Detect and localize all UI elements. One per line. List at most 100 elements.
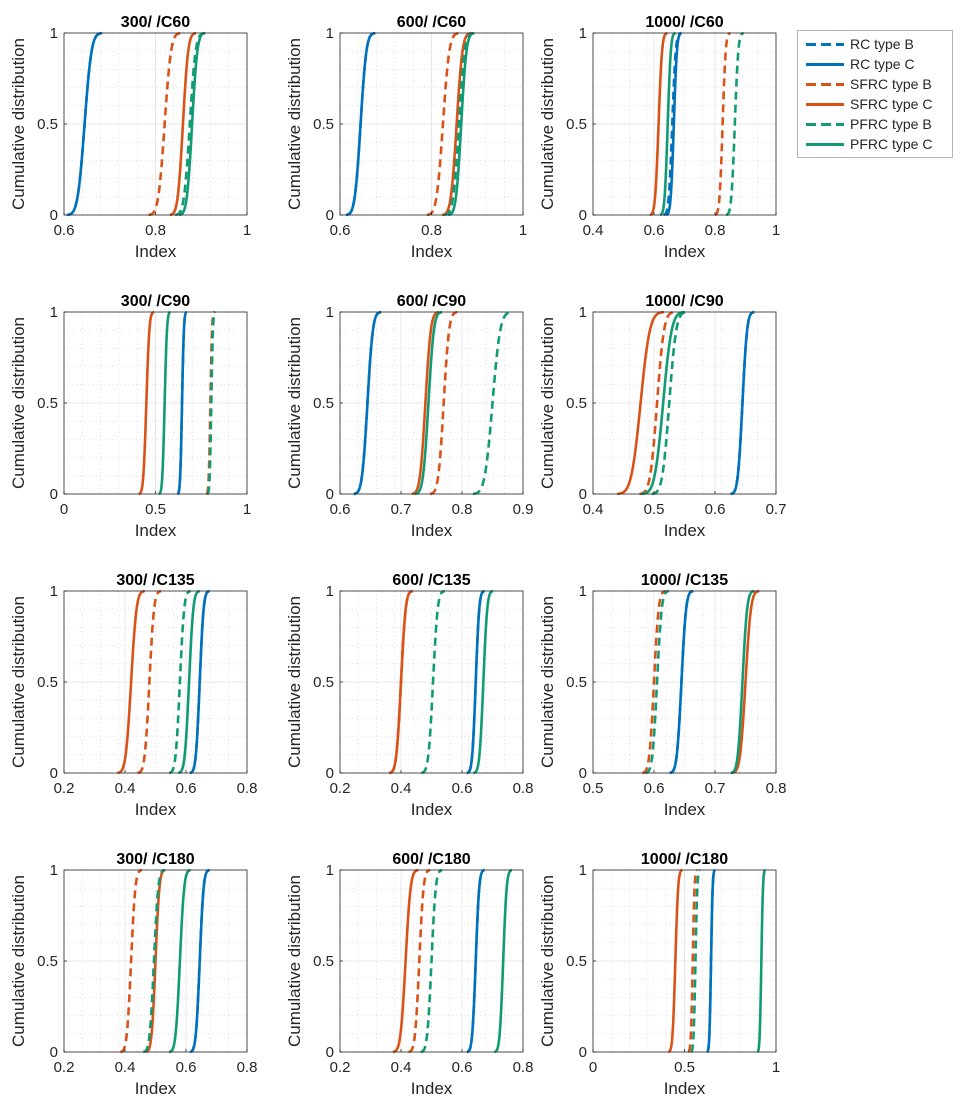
series-pfrc-type-c xyxy=(641,310,686,496)
panel-300-c180: 0.2 0.4 0.6 0.8 0 0.5 1 300/ /C180 Index Cumulati… xyxy=(9,851,257,1098)
y-tick-label: 0.5 xyxy=(313,395,334,412)
y-tick-label: 1 xyxy=(50,25,58,42)
series-sfrc-type-c xyxy=(441,31,473,217)
series-pfrc-type-c xyxy=(447,31,476,217)
y-tick-label: 0.5 xyxy=(313,674,334,691)
series-rc-type-b xyxy=(662,31,683,217)
series-pfrc-type-c xyxy=(177,589,201,775)
series-rc-type-c xyxy=(705,868,717,1054)
series-pfrc-type-b xyxy=(420,589,446,775)
series-pfrc-type-b xyxy=(725,31,745,217)
y-tick-label: 1 xyxy=(50,583,58,600)
legend-swatch-rc-type-c xyxy=(806,63,844,66)
x-tick-label: 0.8 xyxy=(237,780,258,797)
x-axis-label: Index xyxy=(664,242,706,261)
series-rc-type-c xyxy=(668,589,695,775)
panel-600-c180: 0.2 0.4 0.6 0.8 0 0.5 1 600/ /C180 Index Cumulati… xyxy=(285,851,533,1098)
x-tick-label: 0.4 xyxy=(583,222,604,239)
legend-entry-sfrc-type-b: SFRC type B xyxy=(806,75,952,95)
x-tick-label: 0.9 xyxy=(513,501,534,518)
x-tick-label: 0.4 xyxy=(115,780,136,797)
y-tick-label: 0.5 xyxy=(566,116,587,133)
legend-label-rc-type-b: RC type B xyxy=(850,36,914,52)
legend-label-pfrc-type-c: PFRC type C xyxy=(850,136,933,152)
x-tick-label: 0.4 xyxy=(391,1059,412,1076)
y-tick-label: 0.5 xyxy=(37,116,58,133)
series-pfrc-type-c xyxy=(658,31,677,217)
y-tick-label: 1 xyxy=(326,583,334,600)
y-tick-label: 0 xyxy=(579,765,587,782)
y-axis-label: Cumulative distribution xyxy=(285,38,304,210)
y-tick-label: 0 xyxy=(579,1044,587,1061)
y-axis-label: Cumulative distribution xyxy=(285,596,304,768)
legend-label-sfrc-type-c: SFRC type C xyxy=(850,96,933,112)
legend-label-pfrc-type-b: PFRC type B xyxy=(850,116,932,132)
series-pfrc-type-c xyxy=(413,310,443,496)
x-tick-label: 0.8 xyxy=(513,1059,534,1076)
legend-entry-pfrc-type-c: PFRC type C xyxy=(806,135,952,155)
y-tick-label: 0 xyxy=(579,207,587,224)
x-tick-label: 1 xyxy=(772,1059,780,1076)
legend: RC type B RC type C SFRC type B SFRC typ… xyxy=(797,30,953,158)
series-pfrc-type-b xyxy=(689,868,702,1054)
x-tick-label: 0.8 xyxy=(145,222,166,239)
y-axis-label: Cumulative distribution xyxy=(9,38,28,210)
x-tick-label: 0.8 xyxy=(705,222,726,239)
series-sfrc-type-c xyxy=(116,589,146,775)
series-rc-type-c xyxy=(664,31,683,217)
x-tick-label: 0.5 xyxy=(145,501,166,518)
x-axis-label: Index xyxy=(411,521,453,540)
panel-title: 300/ /C135 xyxy=(116,572,194,589)
x-tick-label: 1 xyxy=(772,222,780,239)
x-tick-label: 0.6 xyxy=(452,1059,473,1076)
x-axis-label: Index xyxy=(664,800,706,819)
x-tick-label: 0.7 xyxy=(766,501,787,518)
y-tick-label: 1 xyxy=(50,304,58,321)
y-tick-label: 0.5 xyxy=(566,395,587,412)
legend-swatch-sfrc-type-b xyxy=(806,83,844,86)
x-tick-label: 0.6 xyxy=(330,501,351,518)
series-sfrc-type-b xyxy=(407,868,432,1054)
x-axis-label: Index xyxy=(135,800,177,819)
x-tick-label: 0.8 xyxy=(513,780,534,797)
y-tick-label: 0.5 xyxy=(37,953,58,970)
x-tick-label: 0.7 xyxy=(705,780,726,797)
series-pfrc-type-c xyxy=(472,589,495,775)
series-sfrc-type-b xyxy=(426,31,460,217)
y-tick-label: 1 xyxy=(50,862,58,879)
series-sfrc-type-c xyxy=(648,31,669,217)
x-axis-label: Index xyxy=(664,1079,706,1098)
panel-title: 1000/ /C135 xyxy=(641,572,728,589)
x-tick-label: 0.6 xyxy=(452,780,473,797)
panel-title: 300/ /C180 xyxy=(116,851,194,868)
x-axis-label: Index xyxy=(411,1079,453,1098)
panel-title: 600/ /C180 xyxy=(392,851,470,868)
y-tick-label: 1 xyxy=(326,25,334,42)
series-sfrc-type-b xyxy=(136,589,163,775)
series-rc-type-c xyxy=(352,310,382,496)
series-sfrc-type-c xyxy=(616,310,665,496)
series-rc-type-c xyxy=(345,31,377,217)
y-tick-label: 0.5 xyxy=(313,953,334,970)
panel-title: 1000/ /C60 xyxy=(645,14,723,31)
y-tick-label: 1 xyxy=(579,862,587,879)
x-tick-label: 0.8 xyxy=(766,780,787,797)
series-pfrc-type-b xyxy=(142,868,166,1054)
x-tick-label: 0.4 xyxy=(391,780,412,797)
y-tick-label: 0 xyxy=(326,765,334,782)
panel-title: 300/ /C60 xyxy=(121,14,190,31)
x-axis-label: Index xyxy=(135,1079,177,1098)
series-pfrc-type-b xyxy=(419,868,444,1054)
x-tick-label: 0.5 xyxy=(583,780,604,797)
x-tick-label: 0.2 xyxy=(330,780,351,797)
panel-300-c135: 0.2 0.4 0.6 0.8 0 0.5 1 300/ /C135 Index Cumulati… xyxy=(9,572,257,819)
panel-600-c90: 0.6 0.7 0.8 0.9 0 0.5 1 600/ /C90 Index Cumulativ… xyxy=(285,293,533,540)
x-axis-label: Index xyxy=(411,800,453,819)
panel-title: 1000/ /C90 xyxy=(645,293,723,310)
y-axis-label: Cumulative distribution xyxy=(9,317,28,489)
x-tick-label: 0.4 xyxy=(583,501,604,518)
series-sfrc-type-b xyxy=(638,310,676,496)
series-sfrc-type-c xyxy=(168,31,198,217)
